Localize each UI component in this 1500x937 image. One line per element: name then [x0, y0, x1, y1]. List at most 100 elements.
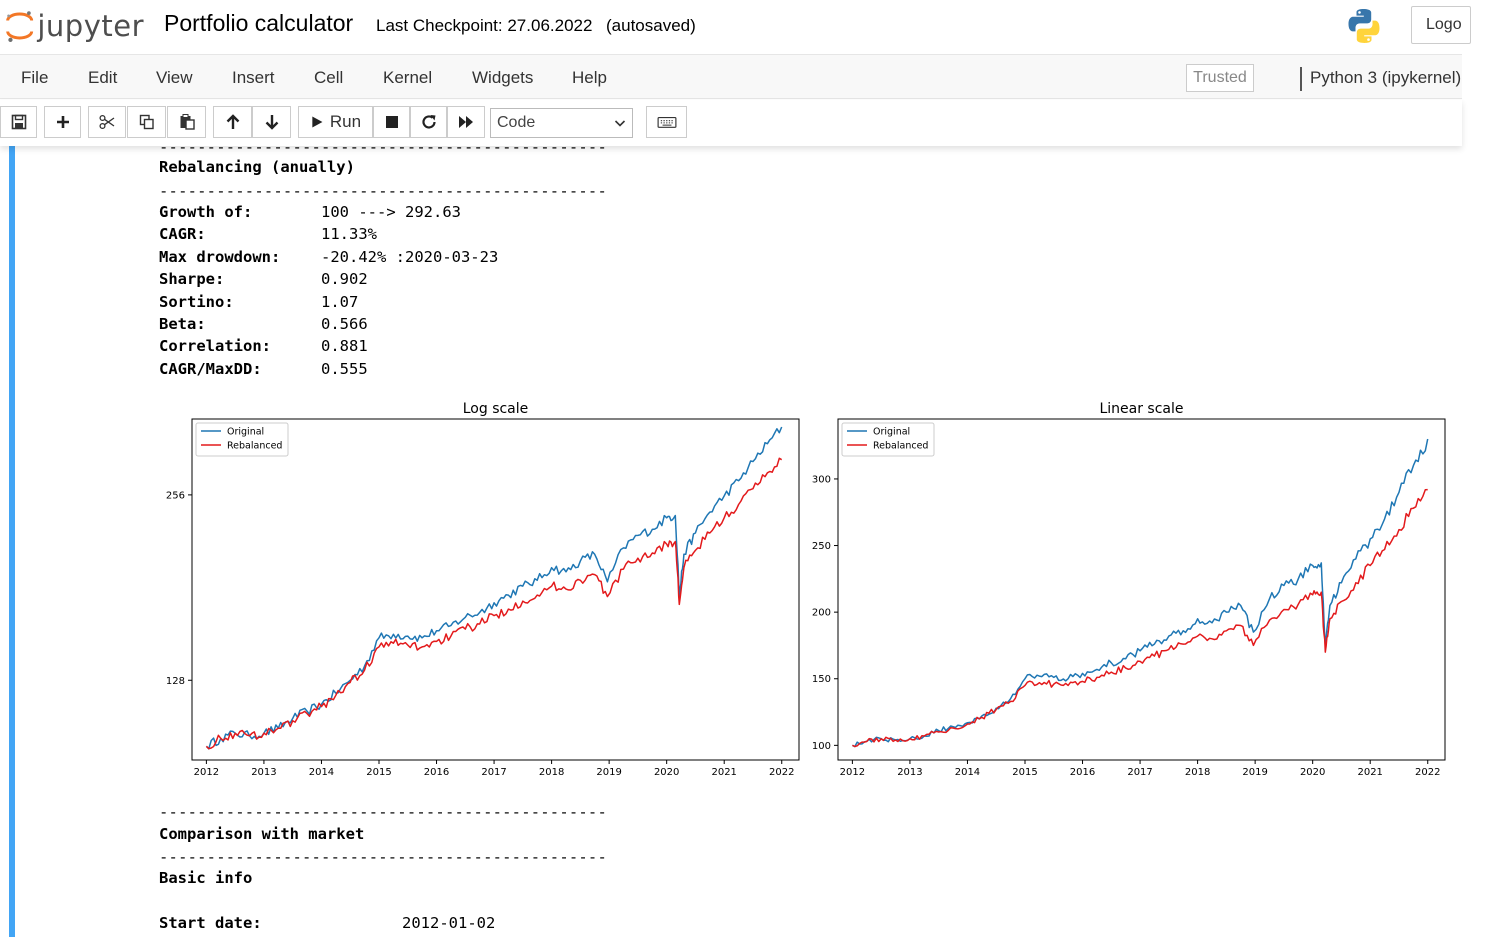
stat-value: 100 ---> 292.63 — [321, 203, 461, 221]
x-tick-label: 2020 — [654, 767, 679, 778]
cell-selection-bar — [9, 146, 15, 937]
chart-title: Linear scale — [1099, 401, 1183, 417]
stat-value: 11.33% — [321, 225, 377, 244]
restart-icon — [421, 115, 436, 129]
checkpoint-status: Last Checkpoint: 27.06.2022 — [376, 16, 593, 35]
play-icon — [312, 116, 323, 128]
keyboard-icon — [657, 116, 676, 128]
x-tick-label: 2021 — [711, 767, 736, 778]
x-tick-label: 2012 — [840, 767, 865, 778]
separator-line: ----------------------------------------… — [159, 803, 607, 821]
command-palette-button[interactable] — [646, 106, 687, 138]
stop-icon — [385, 116, 398, 128]
x-tick-label: 2021 — [1357, 767, 1382, 778]
save-icon — [11, 114, 26, 130]
x-tick-label: 2017 — [481, 767, 506, 778]
jupyter-logo-text: jupyter — [37, 9, 144, 43]
x-tick-label: 2014 — [955, 767, 980, 778]
series-line-rebalanced — [205, 457, 783, 750]
fast-forward-icon — [459, 116, 473, 128]
x-tick-label: 2012 — [194, 767, 219, 778]
chart-legend: Original Rebalanced — [841, 422, 935, 457]
start-date-label: Start date: — [159, 914, 262, 932]
x-tick-label: 2017 — [1127, 767, 1152, 778]
trusted-indicator[interactable]: Trusted — [1186, 64, 1254, 92]
kernel-separator — [1300, 67, 1302, 91]
cell-type-select[interactable]: Code — [490, 108, 633, 138]
interrupt-button[interactable] — [373, 106, 410, 138]
x-tick-label: 2018 — [539, 767, 564, 778]
restart-button[interactable] — [410, 106, 447, 138]
scissors-icon — [99, 114, 115, 130]
kernel-name[interactable]: Python 3 (ipykernel) — [1310, 68, 1462, 87]
menu-insert[interactable]: Insert — [232, 68, 275, 87]
arrow-down-icon — [265, 115, 278, 130]
separator-line: ----------------------------------------… — [159, 848, 607, 866]
plot-frame — [837, 418, 1446, 761]
series-line-original — [852, 438, 1429, 748]
stat-value: 0.881 — [321, 337, 368, 356]
paste-button[interactable] — [167, 106, 206, 138]
menu-kernel[interactable]: Kernel — [383, 68, 433, 87]
y-tick-label: 100 — [812, 741, 831, 752]
jupyter-logo[interactable]: jupyter — [4, 6, 144, 46]
x-tick-label: 2015 — [1012, 767, 1037, 778]
chevron-down-icon — [614, 120, 626, 127]
section-title-rebalancing: Rebalancing (anually) — [159, 158, 355, 176]
x-tick-label: 2018 — [1185, 767, 1210, 778]
copy-button[interactable] — [127, 106, 166, 138]
stat-label: Sharpe: — [159, 270, 225, 289]
logout-button[interactable]: Logo — [1411, 6, 1471, 44]
x-tick-label: 2022 — [1415, 767, 1440, 778]
stat-label: Sortino: — [159, 292, 234, 311]
y-tick-label: 250 — [812, 541, 831, 552]
y-tick-label: 128 — [166, 676, 185, 687]
start-date-value: 2012-01-02 — [402, 914, 496, 932]
legend-label: Rebalanced — [873, 441, 928, 452]
legend-label: Rebalanced — [227, 441, 282, 452]
menu-help[interactable]: Help — [572, 68, 607, 87]
x-tick-label: 2015 — [366, 767, 391, 778]
copy-icon — [139, 114, 154, 130]
run-label: Run — [329, 112, 362, 131]
autosave-status: (autosaved) — [606, 16, 696, 35]
move-down-button[interactable] — [252, 106, 291, 138]
section-title-basic-info: Basic info — [159, 869, 253, 887]
x-tick-label: 2019 — [1242, 767, 1267, 778]
paste-icon — [180, 114, 195, 130]
restart-run-all-button[interactable] — [447, 106, 485, 138]
x-tick-label: 2014 — [309, 767, 334, 778]
legend-label: Original — [873, 427, 910, 438]
y-tick-label: 256 — [166, 490, 185, 501]
menu-view[interactable]: View — [156, 68, 193, 87]
notebook-title[interactable]: Portfolio calculator — [164, 10, 354, 36]
stat-value: 1.07 — [321, 292, 359, 311]
stat-label: CAGR/MaxDD: — [159, 359, 262, 378]
menu-edit[interactable]: Edit — [88, 68, 118, 87]
log-scale-chart-svg: Log scale 2012 2013 2014 2015 2016 2017 2018 201… — [166, 401, 800, 778]
x-tick-label: 2013 — [897, 767, 922, 778]
insert-cell-button[interactable] — [44, 106, 81, 138]
stat-label: Growth of: — [159, 203, 253, 221]
menu-cell[interactable]: Cell — [314, 68, 344, 87]
y-tick-label: 150 — [812, 674, 831, 685]
menu-widgets[interactable]: Widgets — [472, 68, 534, 87]
python-logo-icon — [1348, 9, 1380, 43]
stat-value: -20.42% :2020-03-23 — [321, 247, 499, 266]
toolbar: Run Code — [0, 100, 1462, 146]
menu-file[interactable]: File — [21, 68, 49, 87]
legend-label: Original — [227, 427, 264, 438]
run-button[interactable]: Run — [298, 106, 373, 138]
stat-label: Max drowdown: — [159, 247, 281, 266]
cell-type-value: Code — [497, 114, 536, 131]
save-button[interactable] — [0, 106, 37, 138]
stat-value: 0.902 — [321, 270, 368, 289]
x-tick-label: 2020 — [1300, 767, 1325, 778]
linear-scale-chart: Linear scale 2012 2013 2014 2015 2016 2017 2018… — [804, 396, 1454, 791]
cut-button[interactable] — [88, 106, 126, 138]
move-up-button[interactable] — [213, 106, 252, 138]
stat-value: 0.566 — [321, 315, 368, 333]
x-tick-label: 2019 — [596, 767, 621, 778]
plus-icon — [56, 116, 69, 128]
chart-legend: Original Rebalanced — [195, 422, 289, 457]
